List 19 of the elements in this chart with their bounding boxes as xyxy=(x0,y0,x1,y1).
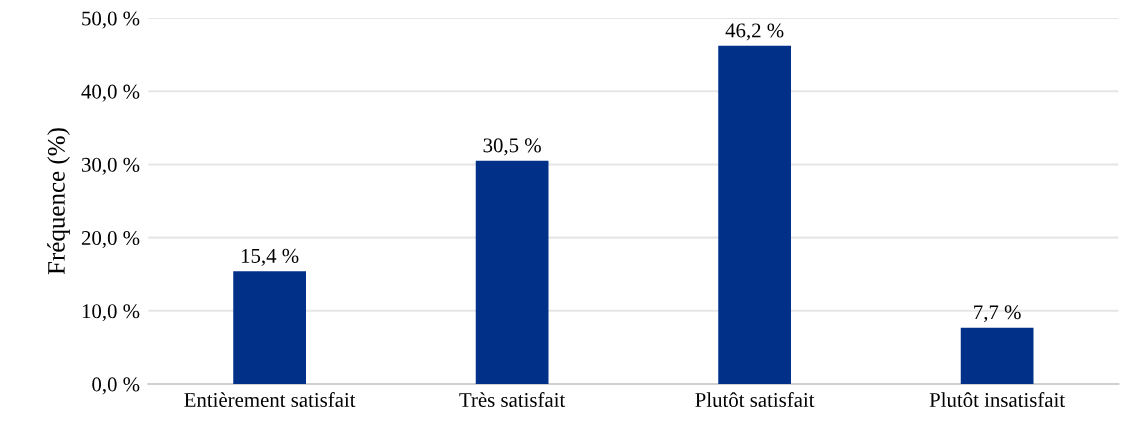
x-tick-label: Plutôt insatisfait xyxy=(929,392,1066,407)
y-tick-label: 30,0 % xyxy=(82,157,140,175)
data-label: 15,4 % xyxy=(241,248,299,266)
y-tick-label: 0,0 % xyxy=(92,377,140,395)
y-tick-label: 20,0 % xyxy=(81,231,140,249)
y-tick-label: 10,0 % xyxy=(82,304,140,322)
x-tick-label: Plutôt satisfait xyxy=(695,392,815,407)
bar xyxy=(475,160,549,384)
bar xyxy=(233,271,306,384)
data-label: 7,7 % xyxy=(974,305,1021,323)
bar xyxy=(960,327,1034,384)
bar xyxy=(718,45,791,384)
data-label: 46,2 % xyxy=(725,23,784,41)
x-tick-label: Très satisfait xyxy=(459,392,566,407)
y-tick-label: 50,0 % xyxy=(82,11,140,29)
y-tick-label: 40,0 % xyxy=(81,84,140,102)
y-axis-title: Fréquence (%) xyxy=(47,128,70,275)
x-tick-label: Entièrement satisfait xyxy=(184,392,356,407)
data-label: 30,5 % xyxy=(483,138,541,156)
